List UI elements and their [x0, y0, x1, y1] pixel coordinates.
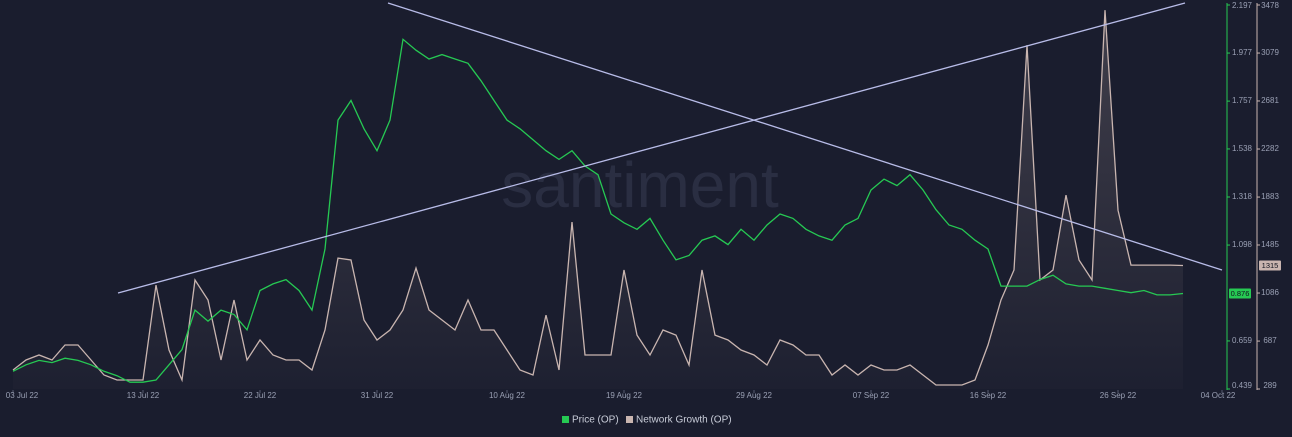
- x-tick-label: 13 Jul 22: [127, 391, 160, 400]
- x-tick-label: 26 Sep 22: [1100, 391, 1137, 400]
- x-tick-label: 22 Jul 22: [244, 391, 277, 400]
- legend-label[interactable]: Price (OP): [572, 415, 619, 426]
- y-tick-label: 1.318: [1232, 192, 1253, 201]
- x-tick-label: 03 Jul 22: [6, 391, 39, 400]
- watermark: santiment: [501, 149, 779, 221]
- legend-swatch: [562, 416, 569, 423]
- current-value-tag: [1259, 260, 1281, 271]
- x-tick-label: 31 Jul 22: [361, 391, 394, 400]
- x-tick-label: 04 Oct 22: [1201, 391, 1236, 400]
- legend-label[interactable]: Network Growth (OP): [636, 415, 732, 426]
- trend-line: [387, 2, 1223, 271]
- legend-swatch: [626, 416, 633, 423]
- y2-tick-label: 3079: [1261, 48, 1279, 57]
- y2-tick-label: 2681: [1261, 96, 1279, 105]
- x-tick-label: 29 Aug 22: [736, 391, 773, 400]
- series-line: [12, 10, 1184, 386]
- current-value-label: 0.876: [1231, 289, 1250, 298]
- x-tick-label: 10 Aug 22: [489, 391, 526, 400]
- y2-tick-label: 1883: [1261, 192, 1279, 201]
- x-tick-label: 07 Sep 22: [853, 391, 890, 400]
- y-tick-label: 0.659: [1232, 336, 1253, 345]
- current-value-tag: [1229, 288, 1251, 299]
- y-tick-label: 0.439: [1232, 381, 1253, 390]
- x-tick-label: 19 Aug 22: [606, 391, 643, 400]
- y-tick-label: 1.757: [1232, 96, 1253, 105]
- y2-tick-label: 687: [1263, 336, 1277, 345]
- legend: Price (OP) Network Growth (OP): [562, 415, 732, 426]
- series-line: [12, 38, 1184, 383]
- y2-tick-label: 3478: [1261, 1, 1279, 10]
- x-tick-label: 16 Sep 22: [970, 391, 1007, 400]
- y-tick-label: 2.197: [1232, 1, 1253, 10]
- y2-tick-label: 1485: [1261, 240, 1279, 249]
- trend-line: [117, 2, 1186, 294]
- current-value-label: 1315: [1262, 261, 1279, 270]
- y2-tick-label: 1086: [1261, 288, 1279, 297]
- area: [13, 10, 1183, 389]
- y-tick-label: 1.098: [1232, 240, 1253, 249]
- y2-tick-label: 2282: [1261, 144, 1279, 153]
- y-tick-label: 1.977: [1232, 48, 1253, 57]
- y-tick-label: 1.538: [1232, 144, 1253, 153]
- y2-tick-label: 289: [1263, 381, 1277, 390]
